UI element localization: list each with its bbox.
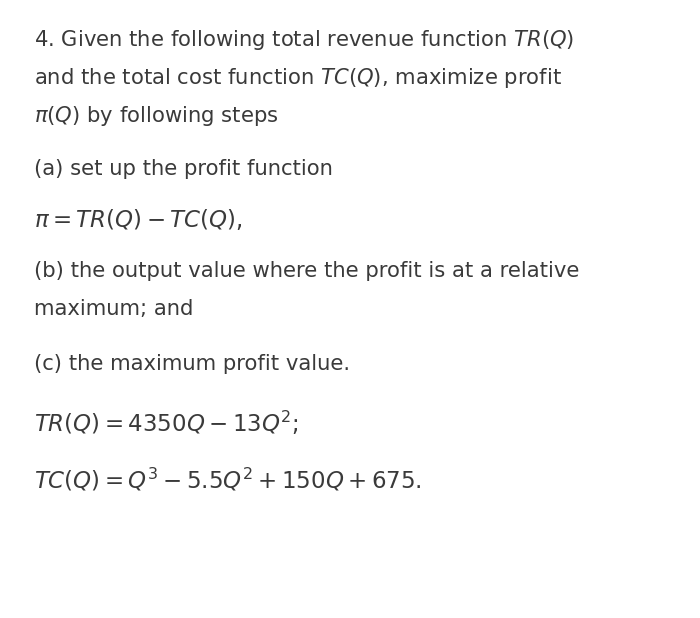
- Text: $TC(Q) = Q^3 - 5.5Q^2 + 150Q + 675.$: $TC(Q) = Q^3 - 5.5Q^2 + 150Q + 675.$: [34, 467, 421, 494]
- Text: maximum; and: maximum; and: [34, 299, 193, 319]
- Text: (a) set up the profit function: (a) set up the profit function: [34, 159, 332, 179]
- Text: (c) the maximum profit value.: (c) the maximum profit value.: [34, 354, 349, 374]
- Text: (b) the output value where the profit is at a relative: (b) the output value where the profit is…: [34, 261, 579, 281]
- Text: $\pi = TR(Q) - TC(Q),$: $\pi = TR(Q) - TC(Q),$: [34, 207, 242, 232]
- Text: 4. Given the following total revenue function $TR(Q)$: 4. Given the following total revenue fun…: [34, 28, 574, 52]
- Text: $TR(Q) = 4350Q - 13Q^2$;: $TR(Q) = 4350Q - 13Q^2$;: [34, 409, 298, 438]
- Text: $\pi(Q)$ by following steps: $\pi(Q)$ by following steps: [34, 104, 278, 129]
- Text: and the total cost function $TC(Q)$, maximize profit: and the total cost function $TC(Q)$, max…: [34, 66, 561, 90]
